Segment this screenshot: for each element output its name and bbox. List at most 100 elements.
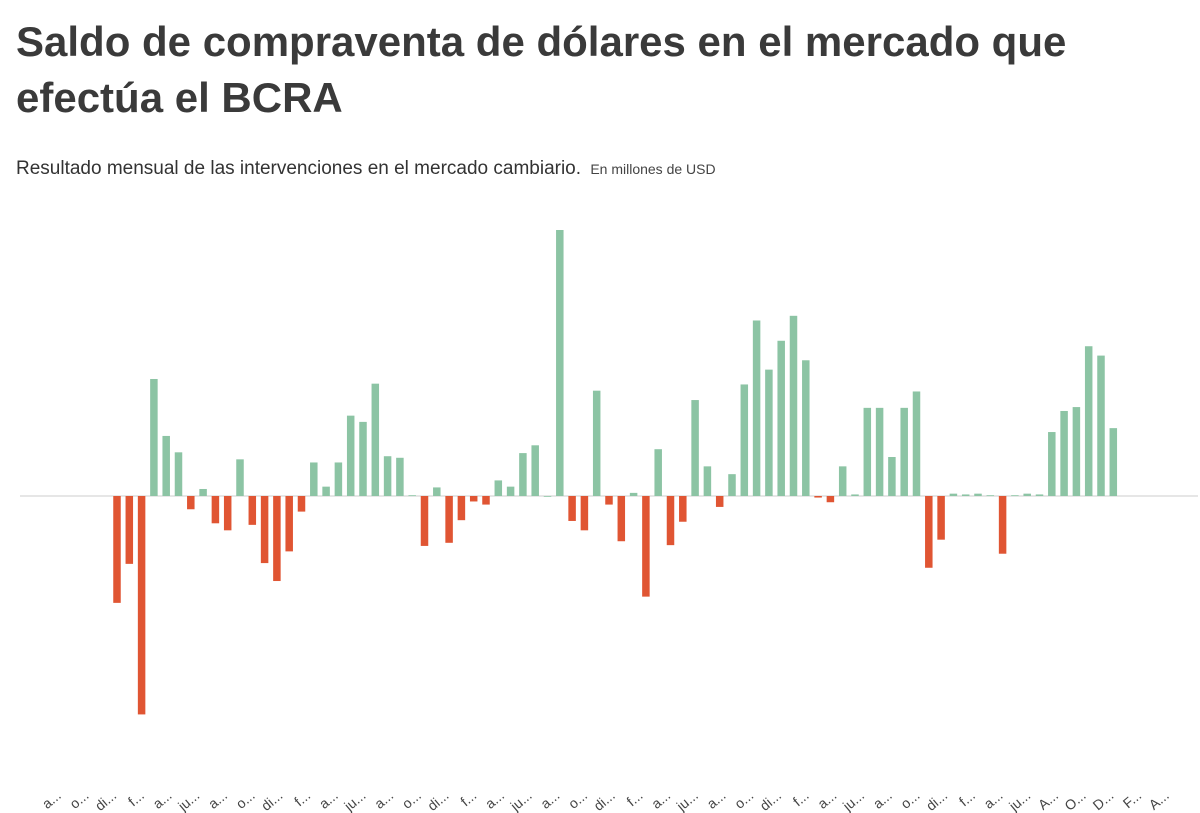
bar [150,378,158,496]
bar [285,496,293,552]
bar [592,390,601,496]
bar [457,496,466,521]
bar [703,466,712,496]
unit-label: En millones de USD [590,161,716,177]
bar [297,496,306,512]
x-tick-label: a... [205,787,230,812]
bar [740,384,749,496]
bar [802,360,810,496]
bar-series [113,230,1118,715]
x-tick-label: a... [371,787,396,812]
x-tick-label: o... [233,787,258,812]
x-tick-label: a... [870,787,895,812]
bar [408,495,416,497]
bar [789,315,798,496]
bar [1109,428,1118,496]
bar [334,462,343,496]
bar [223,496,232,531]
bar [654,449,662,496]
bar [346,415,355,496]
bar [543,496,552,497]
bar [260,496,269,564]
bar [998,496,1007,554]
x-tick-label: o... [66,787,91,812]
bar [420,496,429,546]
bar [888,457,896,496]
x-tick-label: f... [623,787,645,809]
bar [777,340,785,496]
bar [113,496,121,603]
bar [1011,495,1019,497]
bar [605,496,613,505]
bar [1023,493,1031,496]
x-tick-label: ju... [839,787,867,813]
bar [322,486,330,496]
x-tick-label: o... [731,787,756,812]
bar [629,492,638,496]
x-tick-label: a... [482,787,507,812]
subtitle-text: Resultado mensual de las intervenciones … [16,158,582,179]
x-tick-label: f... [790,787,812,809]
bar [838,466,847,496]
bar [900,407,908,496]
bar [359,421,367,496]
bar [666,496,675,546]
bar [580,496,589,531]
bar [248,496,257,525]
bar [863,407,872,496]
bar [445,496,453,543]
x-tick-label: di... [424,787,452,813]
bar [273,496,281,582]
bar [642,496,650,597]
x-tick-label: a... [537,787,562,812]
bar [925,496,933,568]
bar [1048,432,1056,496]
bar [199,488,207,496]
bar [752,320,761,496]
x-tick-label: ju... [1005,787,1033,813]
x-tick-label: ju... [340,787,368,813]
x-tick-label: ju... [673,787,701,813]
x-tick-label: a... [981,787,1006,812]
bar [531,445,539,496]
x-tick-label: a... [648,787,673,812]
bar [875,407,884,496]
x-tick-label: A... [1035,787,1061,813]
x-tick-label: di... [590,787,618,813]
bar [765,369,773,496]
bar [396,457,404,496]
x-tick-label: o... [399,787,424,812]
x-tick-label: o... [565,787,590,812]
x-tick-label: f... [457,787,479,809]
chart-subtitle: Resultado mensual de las intervenciones … [16,158,716,180]
bar [814,496,822,498]
x-tick-label: f... [956,787,978,809]
x-tick-label: di... [923,787,951,813]
bar [974,493,982,496]
bar [679,496,687,522]
bar [519,453,527,496]
x-tick-label: o... [897,787,922,812]
bar [986,495,995,497]
bar [482,496,490,505]
bar [568,496,576,521]
bar [1084,346,1093,496]
x-tick-label: ju... [506,787,534,813]
x-tick-label: a... [316,787,341,812]
x-tick-label: f... [291,787,313,809]
bar [949,493,958,496]
bar [162,435,170,496]
bar [1097,355,1105,496]
x-tick-label: di... [258,787,286,813]
bar [433,487,441,496]
bar [1072,407,1081,496]
x-axis-tick-labels: a... o... di... f... a... ju... a... o... di... f… [39,787,1172,813]
bar [310,462,318,496]
bar [506,486,515,496]
x-tick-label: di... [92,787,120,813]
x-tick-label: a... [150,787,175,812]
bar [383,456,392,496]
bar [961,494,970,496]
x-tick-label: a... [814,787,839,812]
